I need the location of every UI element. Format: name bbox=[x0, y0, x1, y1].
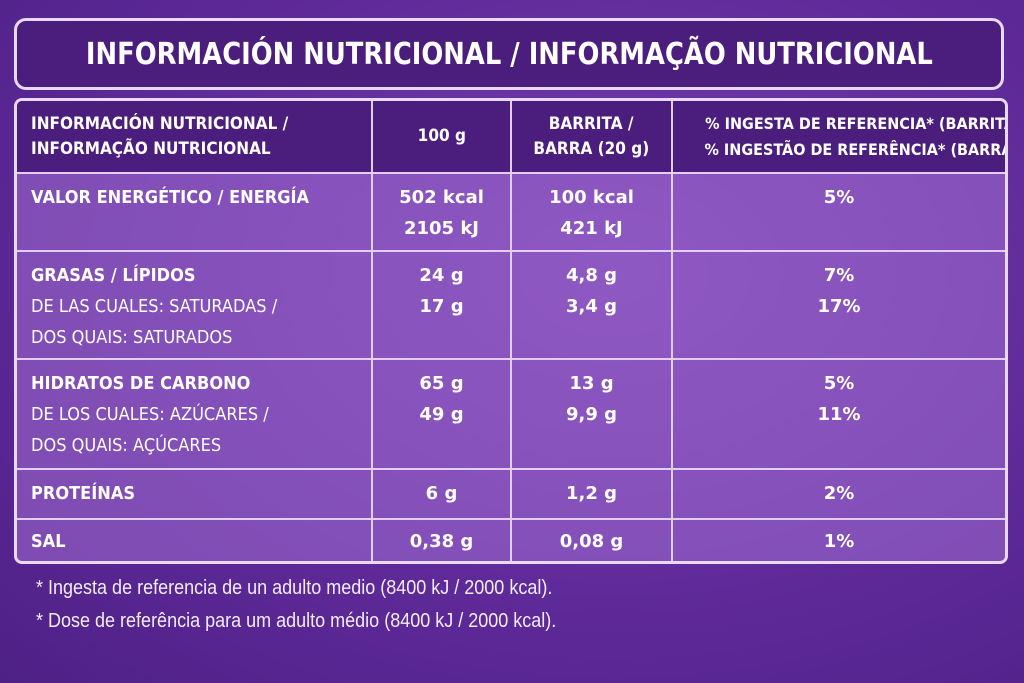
header-row: INFORMACIÓN NUTRICIONAL / INFORMAÇÃO NUT… bbox=[17, 101, 1005, 174]
per-100g-cell: 65 g 49 g bbox=[371, 358, 512, 470]
nutrient-cell: HIDRATOS DE CARBONO DE LOS CUALES: AZÚCA… bbox=[17, 358, 373, 470]
header-nutrient: INFORMACIÓN NUTRICIONAL / INFORMAÇÃO NUT… bbox=[17, 101, 373, 174]
table-row: SAL 0,38 g 0,08 g 1% bbox=[17, 518, 1005, 561]
page-title: INFORMACIÓN NUTRICIONAL / INFORMAÇÃO NUT… bbox=[85, 36, 933, 72]
table-row: GRASAS / LÍPIDOS DE LAS CUALES: SATURADA… bbox=[17, 250, 1005, 360]
table-row: HIDRATOS DE CARBONO DE LOS CUALES: AZÚCA… bbox=[17, 358, 1005, 470]
footnote-es: * Ingesta de referencia de un adulto med… bbox=[36, 577, 553, 599]
per-100g-cell: 0,38 g bbox=[371, 518, 512, 561]
header-per-bar: BARRITA / BARRA (20 g) bbox=[510, 101, 673, 174]
per-bar-cell: 1,2 g bbox=[510, 468, 673, 520]
title-banner: INFORMACIÓN NUTRICIONAL / INFORMAÇÃO NUT… bbox=[14, 18, 1004, 90]
reference-intake-cell: 7% 17% bbox=[671, 250, 1005, 360]
per-bar-cell: 4,8 g 3,4 g bbox=[510, 250, 673, 360]
per-bar-cell: 13 g 9,9 g bbox=[510, 358, 673, 470]
header-per-100g: 100 g bbox=[371, 101, 512, 174]
reference-intake-cell: 5% bbox=[671, 172, 1005, 252]
header-reference-intake: % INGESTA DE REFERENCIA* (BARRITA) / % I… bbox=[671, 101, 1005, 174]
nutrient-cell: SAL bbox=[17, 518, 373, 561]
per-100g-cell: 24 g 17 g bbox=[371, 250, 512, 360]
nutrition-table: INFORMACIÓN NUTRICIONAL / INFORMAÇÃO NUT… bbox=[17, 101, 1005, 561]
reference-intake-cell: 2% bbox=[671, 468, 1005, 520]
table-row: PROTEÍNAS 6 g 1,2 g 2% bbox=[17, 468, 1005, 520]
per-bar-cell: 0,08 g bbox=[510, 518, 673, 561]
nutrient-cell: PROTEÍNAS bbox=[17, 468, 373, 520]
per-100g-cell: 502 kcal 2105 kJ bbox=[371, 172, 512, 252]
nutrition-table-frame: INFORMACIÓN NUTRICIONAL / INFORMAÇÃO NUT… bbox=[14, 98, 1008, 564]
reference-intake-cell: 1% bbox=[671, 518, 1005, 561]
nutrient-cell: GRASAS / LÍPIDOS DE LAS CUALES: SATURADA… bbox=[17, 250, 373, 360]
footnote-pt: * Dose de referência para um adulto médi… bbox=[36, 610, 557, 632]
reference-intake-cell: 5% 11% bbox=[671, 358, 1005, 470]
per-100g-cell: 6 g bbox=[371, 468, 512, 520]
per-bar-cell: 100 kcal 421 kJ bbox=[510, 172, 673, 252]
footnotes: * Ingesta de referencia de un adulto med… bbox=[36, 572, 614, 638]
table-row: VALOR ENERGÉTICO / ENERGÍA 502 kcal 2105… bbox=[17, 172, 1005, 252]
nutrient-cell: VALOR ENERGÉTICO / ENERGÍA bbox=[17, 172, 373, 252]
